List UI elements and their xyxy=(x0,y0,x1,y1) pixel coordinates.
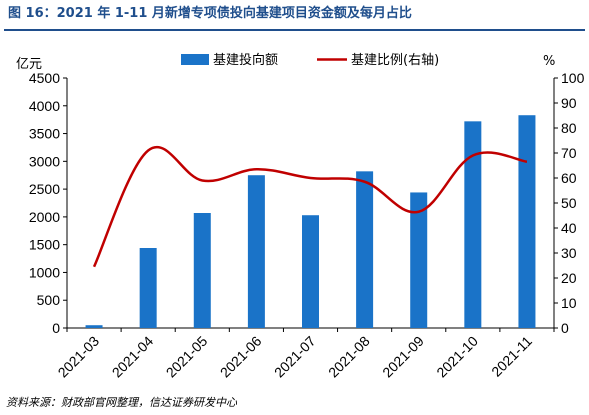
title-divider xyxy=(4,29,585,31)
bar xyxy=(302,215,319,328)
bar xyxy=(464,121,482,328)
right-axis-label: % xyxy=(543,54,555,69)
right-tick-label: 50 xyxy=(561,195,577,211)
left-tick-label: 4000 xyxy=(29,98,60,114)
legend-label-line: 基建比例(右轴) xyxy=(351,53,439,68)
x-tick-label: 2021-04 xyxy=(109,333,157,381)
left-tick-label: 0 xyxy=(52,320,60,336)
legend: 基建投向额 基建比例(右轴) xyxy=(181,52,439,68)
bar xyxy=(410,192,428,328)
right-tick-label: 10 xyxy=(561,295,577,311)
ratio-line xyxy=(92,146,528,268)
bar xyxy=(247,175,265,328)
right-tick-label: 20 xyxy=(561,270,577,286)
left-tick-label: 2000 xyxy=(29,209,60,225)
legend-label-bar: 基建投向额 xyxy=(213,52,278,68)
bar xyxy=(518,115,536,328)
x-tick-label: 2021-08 xyxy=(325,333,373,381)
figure-title: 图 16：2021 年 1-11 月新增专项债投向基建项目资金额及每月占比 xyxy=(8,6,412,21)
left-tick-label: 3000 xyxy=(29,153,60,169)
left-tick-label: 1500 xyxy=(29,237,60,253)
left-tick-label: 500 xyxy=(37,292,61,308)
source-note: 资料来源：财政部官网整理，信达证券研发中心 xyxy=(6,396,237,409)
right-tick-label: 80 xyxy=(561,120,577,136)
right-tick-label: 90 xyxy=(561,95,577,111)
right-tick-label: 0 xyxy=(561,320,569,336)
x-tick-label: 2021-11 xyxy=(488,333,535,380)
x-tick-label: 2021-06 xyxy=(217,333,265,381)
left-tick-label: 2500 xyxy=(29,181,60,197)
bar xyxy=(85,325,103,328)
left-tick-label: 3500 xyxy=(29,126,60,142)
right-tick-label: 70 xyxy=(561,145,577,161)
x-tick-label: 2021-09 xyxy=(379,333,427,381)
x-tick-label: 2021-05 xyxy=(163,333,211,381)
right-tick-label: 100 xyxy=(561,70,585,86)
bar xyxy=(356,171,374,328)
bar xyxy=(193,213,211,328)
legend-swatch-bar xyxy=(181,54,209,65)
left-tick-label: 4500 xyxy=(29,70,60,86)
x-tick-label: 2021-07 xyxy=(271,333,319,381)
x-tick-label: 2021-03 xyxy=(55,333,103,381)
left-tick-label: 1000 xyxy=(29,264,60,280)
x-tick-label: 2021-10 xyxy=(433,333,481,381)
left-axis-label: 亿元 xyxy=(16,57,42,72)
right-tick-label: 60 xyxy=(561,170,577,186)
bar xyxy=(139,248,157,328)
right-tick-label: 40 xyxy=(561,220,577,236)
right-tick-label: 30 xyxy=(561,245,577,261)
